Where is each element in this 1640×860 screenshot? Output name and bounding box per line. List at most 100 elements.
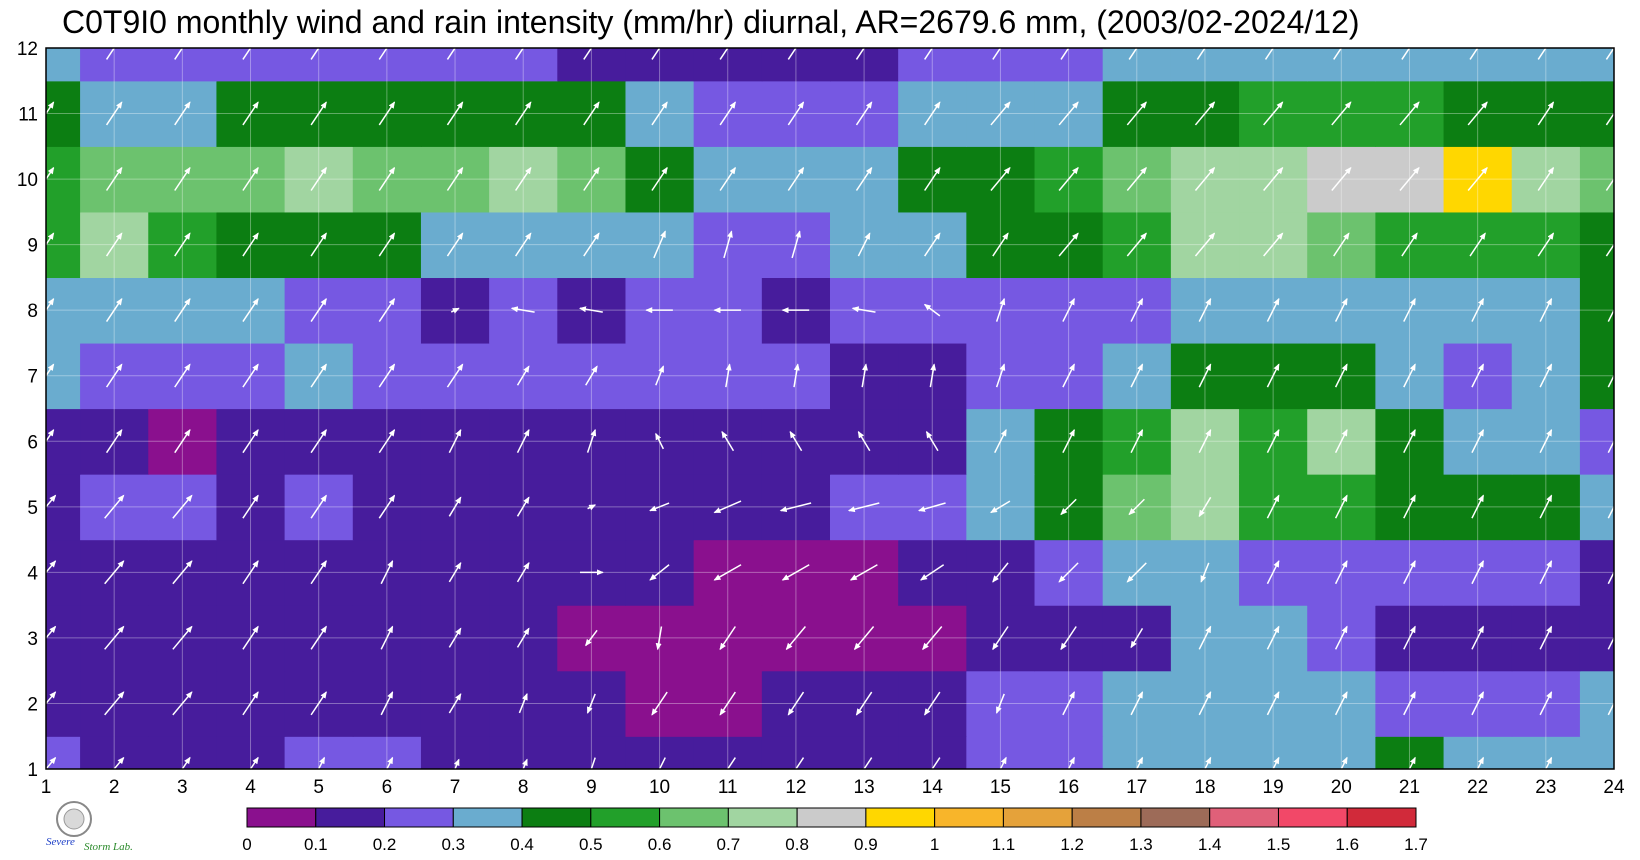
wind-arrow xyxy=(1401,48,1411,60)
wind-arrow xyxy=(105,48,116,60)
wind-arrow xyxy=(104,625,125,650)
wind-arrow xyxy=(1194,166,1216,191)
wind-arrow xyxy=(1334,363,1348,388)
wind-arrow xyxy=(1537,101,1555,126)
colorbar-tick-label: 1.4 xyxy=(1198,835,1222,854)
wind-arrow xyxy=(1605,112,1614,126)
x-tick-label: 3 xyxy=(177,777,188,798)
wind-arrow xyxy=(1537,48,1547,60)
y-tick-label: 2 xyxy=(27,694,38,715)
wind-arrow xyxy=(310,363,327,388)
wind-arrow xyxy=(242,232,259,257)
wind-arrow xyxy=(863,757,873,769)
heat-cell xyxy=(1579,48,1614,82)
wind-arrow xyxy=(46,691,57,705)
x-tick-label: 14 xyxy=(922,777,944,798)
wind-arrow xyxy=(172,625,193,650)
wind-arrow xyxy=(1403,363,1416,388)
x-tick-label: 18 xyxy=(1194,777,1215,798)
heat-cell xyxy=(216,736,286,769)
logo-text-bottom: Storm Lab. xyxy=(84,841,133,853)
wind-arrow xyxy=(242,48,252,60)
wind-arrow xyxy=(46,625,57,640)
wind-arrow xyxy=(1537,166,1555,191)
wind-arrow xyxy=(242,494,259,519)
colorbar-tick-label: 1.1 xyxy=(992,835,1016,854)
y-tick-label: 10 xyxy=(17,170,38,191)
colorbar-swatch xyxy=(727,807,798,828)
colorbar-swatch xyxy=(521,807,592,828)
wind-arrow xyxy=(1263,232,1284,257)
y-tick-label: 9 xyxy=(27,236,38,257)
wind-arrow xyxy=(1126,562,1147,583)
x-ticks: 1 2 3 4 5 6 7 8 9 10 11 12 13 14 15 16 17 18 19 20 21 22 23 24 xyxy=(41,777,1625,798)
y-tick-label: 4 xyxy=(27,563,38,584)
wind-arrow xyxy=(1130,691,1144,716)
wind-arrow xyxy=(651,101,668,126)
wind-arrow xyxy=(46,560,57,574)
wind-arrow xyxy=(1469,48,1479,60)
wind-arrow xyxy=(924,691,941,716)
wind-arrow xyxy=(1062,691,1075,716)
wind-arrow xyxy=(1198,691,1212,716)
wind-arrow xyxy=(1334,691,1348,716)
wind-arrow xyxy=(847,502,880,513)
wind-arrow xyxy=(1471,494,1485,519)
colorbar-tick-label: 0.3 xyxy=(441,835,465,854)
wind-arrow xyxy=(310,560,327,585)
chart-title: C0T9I0 monthly wind and rain intensity (… xyxy=(62,4,1360,40)
x-tick-label: 2 xyxy=(109,777,120,798)
wind-arrow xyxy=(446,363,464,388)
wind-arrow xyxy=(1196,48,1206,60)
wind-arrow xyxy=(1266,494,1280,519)
wind-arrow xyxy=(655,365,665,386)
wind-arrow xyxy=(448,428,462,454)
x-tick-label: 5 xyxy=(313,777,324,798)
wind-arrow xyxy=(310,691,327,716)
colorbar-swatch xyxy=(865,807,936,828)
heat-cell xyxy=(625,48,695,82)
wind-arrow xyxy=(1476,756,1485,769)
wind-arrow xyxy=(1539,625,1553,650)
wind-arrow xyxy=(174,363,191,388)
wind-arrow xyxy=(1062,297,1075,322)
wind-arrow xyxy=(924,166,941,191)
wind-arrow xyxy=(999,756,1007,769)
heat-cell xyxy=(1579,474,1614,541)
wind-arrow xyxy=(1334,494,1348,519)
wind-arrow xyxy=(1194,232,1216,257)
plot-frame xyxy=(45,47,1615,770)
wind-arrow xyxy=(719,48,729,60)
wind-arrow xyxy=(1130,428,1144,454)
wind-arrow xyxy=(995,363,1006,388)
y-tick-label: 3 xyxy=(27,629,38,650)
x-tick-label: 7 xyxy=(450,777,461,798)
wind-arrow xyxy=(174,232,191,257)
wind-arrow xyxy=(920,564,945,581)
wind-arrow xyxy=(992,48,1002,60)
x-tick-label: 4 xyxy=(245,777,256,798)
heat-cell xyxy=(557,736,627,769)
wind-arrow xyxy=(787,166,805,191)
heat-cell xyxy=(966,48,1036,82)
wind-arrow xyxy=(1334,560,1348,585)
colorbar-tick-label: 1.5 xyxy=(1267,835,1291,854)
wind-arrow xyxy=(46,232,55,246)
wind-arrow xyxy=(522,758,528,769)
wind-arrow xyxy=(516,428,530,454)
wind-arrow xyxy=(1263,166,1284,191)
wind-arrow xyxy=(450,307,460,314)
y-tick-label: 6 xyxy=(27,432,38,453)
wind-arrow xyxy=(1607,570,1614,585)
wind-arrow xyxy=(1334,297,1348,322)
y-tick-label: 12 xyxy=(17,39,38,60)
wind-arrow xyxy=(1471,691,1485,716)
colorbar-swatch xyxy=(246,807,317,828)
wind-arrow xyxy=(1126,232,1147,257)
wind-arrow xyxy=(104,560,125,585)
wind-arrow xyxy=(1060,498,1077,516)
wind-arrow xyxy=(1408,756,1416,769)
heat-cell xyxy=(352,48,422,82)
wind-arrow xyxy=(380,560,394,585)
